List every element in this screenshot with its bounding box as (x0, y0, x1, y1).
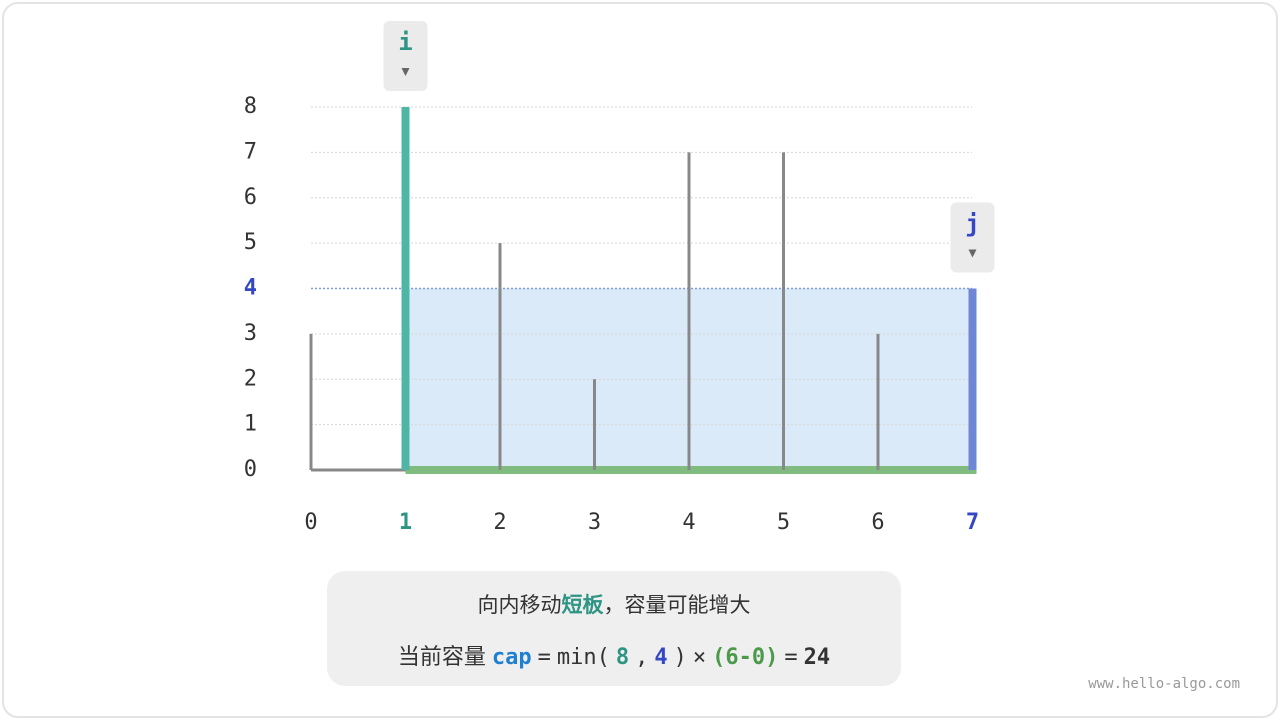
y-tick-label: 1 (244, 412, 257, 437)
y-tick-label: 0 (244, 457, 257, 482)
pointer-box (950, 202, 995, 273)
caption-token: , (635, 645, 649, 670)
pointer-label: j (965, 210, 979, 238)
caption: 向内移动短板，容量可能增大 当前容量 cap = min(8, 4) × (6-0) = 24 (327, 571, 901, 686)
caption-token: ，容量可能增大 (603, 593, 751, 617)
y-tick-label: 2 (244, 366, 257, 391)
caption-token: (6-0) (712, 645, 779, 670)
y-tick-label: 6 (244, 185, 257, 210)
x-tick-label: 6 (871, 510, 884, 535)
caption-token: 当前容量 (397, 645, 486, 670)
pointer-arrow (968, 249, 977, 258)
caption-token: 向内移动 (477, 593, 562, 617)
y-tick-label: 7 (244, 139, 257, 164)
watermark: www.hello-algo.com (1088, 676, 1240, 692)
pointer-box (383, 21, 428, 91)
y-tick-label: 8 (244, 94, 257, 119)
x-tick-label: 4 (682, 510, 695, 535)
x-tick-label: 1 (399, 510, 412, 535)
caption-token: 8 (615, 645, 630, 670)
pointer-label: i (398, 28, 412, 56)
y-tick-label: 5 (244, 230, 257, 255)
pointer-arrow (401, 68, 410, 76)
formula-line: 当前容量 cap = min(8, 4) × (6-0) = 24 (327, 639, 901, 671)
x-tick-label: 0 (304, 510, 317, 535)
caption-token: 24 (803, 645, 831, 670)
caption-token: min( (556, 645, 610, 670)
x-tick-label: 3 (588, 510, 601, 535)
x-tick-label: 5 (777, 510, 790, 535)
x-tick-label: 2 (493, 510, 506, 535)
caption-token: = (537, 645, 551, 670)
caption-token: × (692, 645, 707, 670)
caption-token: 短板 (561, 593, 604, 617)
x-tick-label: 7 (966, 510, 979, 535)
caption-line: 向内移动短板，容量可能增大 (327, 589, 901, 619)
caption-token: = (784, 645, 798, 670)
y-tick-label: 4 (244, 276, 257, 301)
caption-token: cap (491, 645, 532, 670)
caption-token: 4 (654, 645, 668, 670)
y-tick-label: 3 (244, 321, 257, 346)
caption-token: ) (673, 645, 687, 670)
